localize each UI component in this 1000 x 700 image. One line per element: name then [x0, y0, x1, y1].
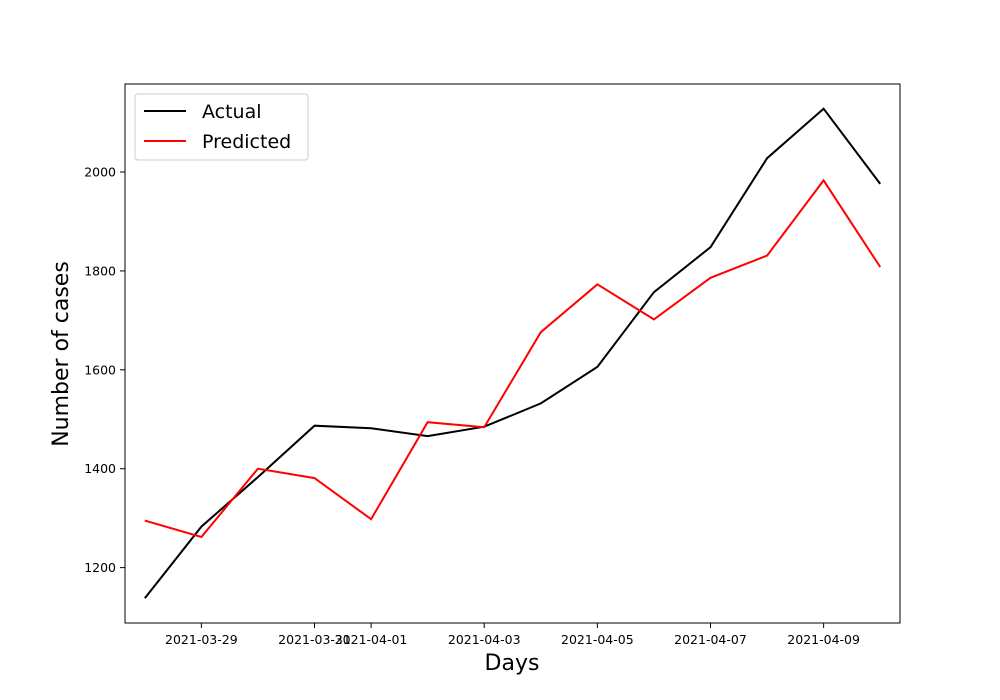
legend-label-predicted: Predicted — [202, 131, 291, 153]
y-tick-label: 2000 — [84, 165, 116, 180]
y-tick-label: 1800 — [84, 263, 116, 278]
x-tick-label: 2021-04-05 — [561, 632, 634, 647]
y-axis-label: Number of cases — [49, 261, 74, 447]
x-tick-label: 2021-03-31 — [278, 632, 351, 647]
x-tick-label: 2021-04-01 — [335, 632, 408, 647]
x-tick-label: 2021-04-07 — [674, 632, 747, 647]
x-tick-label: 2021-03-29 — [165, 632, 238, 647]
x-axis-label: Days — [485, 651, 540, 676]
y-tick-label: 1600 — [84, 362, 116, 377]
y-tick-label: 1400 — [84, 461, 116, 476]
legend-label-actual: Actual — [202, 101, 262, 123]
series-layer — [144, 107, 882, 599]
y-tick-label: 1200 — [84, 560, 116, 575]
legend: Actual Predicted — [134, 93, 309, 161]
x-tick-label: 2021-04-03 — [448, 632, 521, 647]
plot-frame — [124, 83, 901, 624]
series-line-predicted — [144, 178, 882, 539]
y-axis: 1200 1400 1600 1800 2000 — [84, 165, 125, 575]
series-line-actual — [144, 107, 881, 599]
x-tick-label: 2021-04-09 — [787, 632, 860, 647]
